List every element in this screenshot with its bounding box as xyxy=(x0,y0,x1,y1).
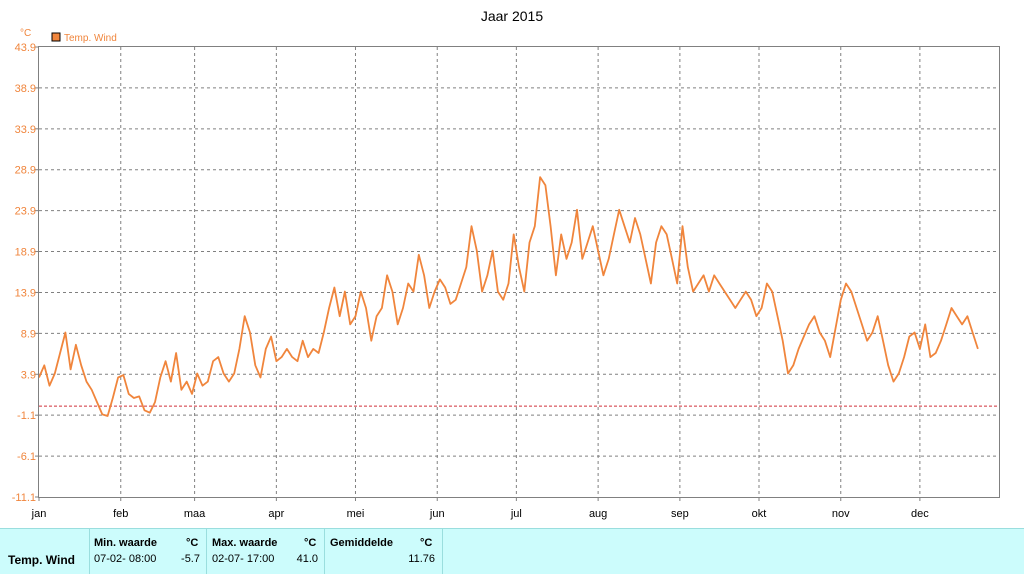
avg-unit: °C xyxy=(420,537,433,549)
max-value: 41.0 xyxy=(296,553,318,565)
statistics-panel: Temp. Wind Min. waarde °C 07-02- 08:00 -… xyxy=(0,528,1024,574)
y-tick-label: 33.9 xyxy=(15,124,36,136)
temperature-chart: Jaar 2015 °C Temp. Wind 43.9 38.9 33.9 28.9… xyxy=(12,8,1000,520)
max-header: Max. waarde xyxy=(212,537,278,549)
legend-label: Temp. Wind xyxy=(64,33,117,44)
min-datetime: 07-02- 08:00 xyxy=(94,553,157,565)
min-header: Min. waarde xyxy=(94,537,157,549)
y-tick-label: -11.1 xyxy=(12,492,36,504)
x-tick-label: nov xyxy=(832,508,850,520)
plot-frame xyxy=(38,46,1000,498)
min-unit: °C xyxy=(186,537,199,549)
y-tick-label: 18.9 xyxy=(15,247,36,259)
x-tick-label: jul xyxy=(510,508,522,520)
y-tick-label: 38.9 xyxy=(15,83,36,95)
x-tick-label: okt xyxy=(752,508,767,520)
avg-value: 11.76 xyxy=(408,553,435,565)
y-tick-label: 23.9 xyxy=(15,206,36,218)
x-tick-label: apr xyxy=(268,508,284,520)
series-line-temp-wind xyxy=(38,176,979,417)
y-axis-ticks: 43.9 38.9 33.9 28.9 23.9 18.9 13.9 8.9 3.9 -1.1 -6… xyxy=(12,42,39,504)
x-tick-label: dec xyxy=(911,508,929,520)
x-tick-label: jan xyxy=(31,508,47,520)
max-datetime: 02-07- 17:00 xyxy=(212,553,275,565)
y-tick-label: 8.9 xyxy=(21,328,36,340)
min-value: -5.7 xyxy=(181,553,200,565)
avg-header: Gemiddelde xyxy=(330,537,393,549)
x-tick-label: jun xyxy=(429,508,445,520)
stats-row-label: Temp. Wind xyxy=(8,553,75,567)
y-unit-label: °C xyxy=(20,28,31,39)
x-tick-label: sep xyxy=(671,508,689,520)
y-tick-label: 43.9 xyxy=(15,42,36,54)
max-unit: °C xyxy=(304,537,317,549)
x-tick-label: maa xyxy=(184,508,206,520)
chart-title: Jaar 2015 xyxy=(481,8,543,24)
x-tick-label: mei xyxy=(347,508,365,520)
legend: Temp. Wind xyxy=(51,32,117,44)
y-tick-label: 28.9 xyxy=(15,165,36,177)
grid xyxy=(39,47,999,497)
x-tick-label: aug xyxy=(589,508,607,520)
legend-swatch xyxy=(51,32,61,42)
y-tick-label: 13.9 xyxy=(15,287,36,299)
x-tick-label: feb xyxy=(113,508,128,520)
x-axis-ticks: jan feb maa apr mei jun jul aug sep okt nov dec xyxy=(31,497,929,520)
y-tick-label: -6.1 xyxy=(17,451,36,463)
y-tick-label: 3.9 xyxy=(21,369,36,381)
y-tick-label: -1.1 xyxy=(17,410,36,422)
